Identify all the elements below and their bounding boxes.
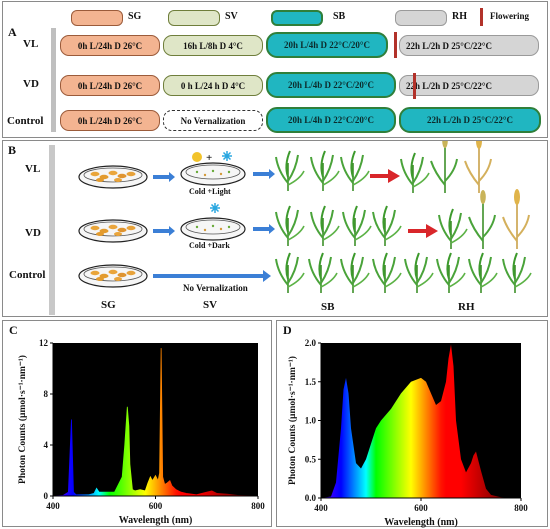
legend-sg-label: SG	[128, 11, 142, 22]
legend-sg-swatch	[71, 10, 123, 26]
x-axis-label: Wavelength (nm)	[384, 517, 458, 528]
x-tick-label: 800	[514, 503, 528, 513]
control-sg-stage: 0h L/24h D 26°C	[60, 110, 160, 131]
stage-label-sg: SG	[101, 299, 116, 311]
vl-seed-dish	[78, 165, 148, 189]
vd-sg-stage: 0h L/24h D 26°C	[60, 75, 160, 96]
y-tick-label: 0	[44, 491, 49, 501]
vd-seed-dish	[78, 219, 148, 243]
vl-arrow-1	[153, 172, 175, 182]
row-label-control: Control	[7, 115, 44, 127]
vl-sv-stage: 16h L/8h D 4°C	[163, 35, 263, 56]
x-tick-label: 400	[314, 503, 328, 513]
panel-a-row-bar	[51, 28, 56, 132]
y-tick-label: 0.0	[305, 493, 317, 503]
stage-label-sv: SV	[203, 299, 218, 311]
panel-b-illustration: +	[49, 141, 532, 315]
panel-a: A SG SV SB RH Flowering VL 0h L/24h D 26…	[2, 1, 548, 138]
x-tick-label: 600	[414, 503, 428, 513]
panel-b: + B VL VD C	[2, 140, 548, 317]
y-tick-label: 8	[44, 389, 49, 399]
panel-c-spectrum-chart: 400 600 800 0 4 8 12 Wavelength (nm) Photon Coun…	[17, 338, 265, 526]
vd-arrow-2	[253, 224, 275, 234]
legend-flowering-label: Flowering	[490, 11, 529, 21]
vl-sg-stage: 0h L/24h D 26°C	[60, 35, 160, 56]
vd-sv-stage: 0 h L/24 h D 4°C	[163, 75, 263, 96]
legend-sv-swatch	[168, 10, 220, 26]
legend-flowering-swatch	[480, 8, 483, 26]
vl-arrow-2	[253, 169, 275, 179]
sun-icon	[192, 152, 202, 162]
vl-rh-stage: 22h L/2h D 25°C/22°C	[399, 35, 539, 56]
y-tick-label: 12	[39, 338, 49, 348]
row-label-vl: VL	[23, 38, 39, 50]
control-sb-stage: 20h L/4h D 22°C/20°C	[266, 107, 396, 133]
legend-rh-swatch	[395, 10, 447, 26]
vd-arrow-1	[153, 226, 175, 236]
panel-d-spectrum-chart: 400 600 800 0.0 0.5 1.0 1.5 2.0 Wavelength (nm) P…	[287, 338, 528, 528]
control-rh-stage: 22h L/2h D 25°C/22°C	[399, 107, 541, 133]
stage-label-rh: RH	[458, 301, 475, 313]
y-tick-label: 0.5	[305, 454, 317, 464]
y-axis-label: Photon Counts (µmol·s⁻¹·nm⁻¹)	[287, 356, 298, 485]
panel-c-label: C	[9, 323, 18, 337]
vl-red-arrow	[370, 169, 400, 183]
vd-sb-stage: 20h L/4b D 22°C/20°C	[266, 72, 396, 98]
treatment-cold-dark: Cold +Dark	[189, 241, 230, 250]
x-tick-label: 400	[46, 501, 60, 511]
panel-a-label: A	[8, 25, 17, 39]
svg-text:+: +	[206, 152, 212, 164]
snowflake-icon	[221, 150, 233, 162]
x-tick-label: 800	[251, 501, 265, 511]
spectrum-series	[321, 344, 521, 498]
plot-background	[53, 343, 258, 496]
legend-rh-label: RH	[452, 11, 467, 22]
control-seed-dish	[78, 264, 148, 288]
panel-c: C 400 600 800 0 4 8 12 Wavelength (nm) Photon Co…	[2, 320, 272, 527]
y-axis-label: Photon Counts (µmol·s⁻¹·nm⁻¹)	[17, 355, 28, 484]
b-row-label-vl: VL	[25, 163, 41, 175]
y-tick-label: 1.0	[305, 416, 317, 426]
row-label-vd: VD	[23, 78, 39, 90]
vd-rh-stage: 22h L/2h D 25°C/22°C	[399, 75, 539, 96]
legend-sb-swatch	[271, 10, 323, 26]
treatment-no-vernalization: No Vernalization	[183, 283, 248, 293]
vl-vernalization-dish	[180, 162, 246, 186]
legend-sb-label: SB	[333, 11, 346, 22]
vd-snowflake-icon	[209, 202, 221, 214]
b-row-label-control: Control	[9, 269, 46, 281]
x-axis-label: Wavelength (nm)	[119, 515, 193, 526]
vd-red-arrow	[408, 224, 438, 238]
legend-sv-label: SV	[225, 11, 238, 22]
vd-flowering-marker	[413, 73, 416, 99]
x-tick-label: 600	[149, 501, 163, 511]
control-long-arrow	[153, 270, 271, 282]
b-row-label-vd: VD	[25, 227, 41, 239]
stage-label-sb: SB	[321, 301, 335, 313]
y-tick-label: 1.5	[305, 377, 317, 387]
y-tick-label: 4	[44, 440, 49, 450]
vd-vernalization-dish	[180, 217, 246, 241]
panel-b-label: B	[8, 143, 17, 157]
vl-sb-stage: 20h L/4h D 22°C/20°C	[266, 32, 388, 58]
treatment-cold-light: Cold +Light	[189, 187, 231, 196]
control-no-vernalization: No Vernalization	[163, 110, 263, 131]
panel-d: D 400 600 800 0.0 0.5 1.0 1.5 2.0 Wavelength (nm…	[276, 320, 548, 528]
panel-b-row-bar	[49, 145, 55, 315]
vl-flowering-marker	[394, 32, 397, 58]
panel-d-label: D	[283, 323, 292, 337]
spectrum-series	[52, 348, 259, 497]
y-tick-label: 2.0	[305, 338, 317, 348]
